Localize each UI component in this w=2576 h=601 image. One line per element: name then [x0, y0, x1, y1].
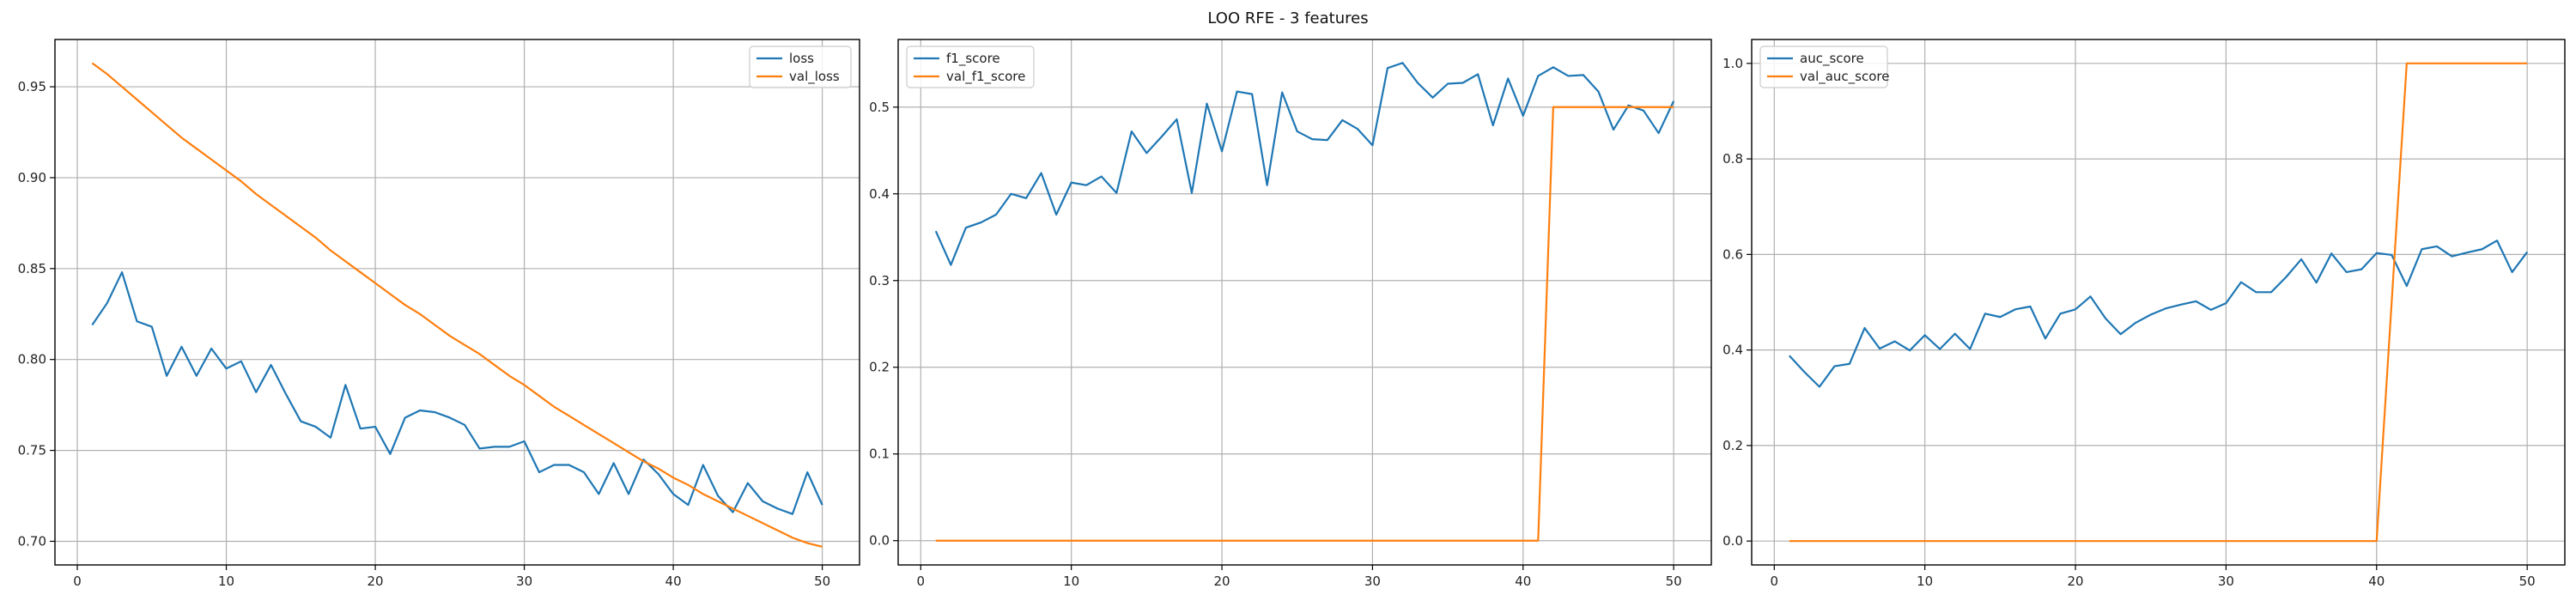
- y-tick-label: 0.70: [18, 533, 46, 549]
- y-tick-label: 0.1: [869, 446, 890, 462]
- y-tick-label: 0.0: [869, 533, 890, 549]
- series-line-val_auc_score: [1789, 62, 2528, 543]
- series-line-loss: [91, 270, 823, 515]
- y-tick-label: 1.0: [1722, 56, 1743, 71]
- x-tick-label: 0: [73, 574, 82, 589]
- legend-label: auc_score: [1800, 51, 1864, 67]
- x-tick-label: 40: [665, 574, 682, 589]
- legend: f1_score val_f1_score: [906, 46, 1035, 88]
- subplot-3: 0 10 20 30 40 50 0.0 0.2 0.4 0.6 0.8 1.0 auc_scoreva…: [1722, 39, 2566, 589]
- y-tick-label: 0.5: [869, 100, 890, 115]
- legend-label: f1_score: [946, 51, 1000, 67]
- y-tick-label: 0.8: [1722, 151, 1743, 167]
- x-tick-label: 50: [1666, 574, 1682, 589]
- series-line-auc_score: [1789, 240, 2529, 388]
- x-tick-label: 30: [516, 574, 532, 589]
- y-tick-label: 0.4: [869, 186, 890, 202]
- x-tick-label: 10: [1917, 574, 1933, 589]
- x-tick-label: 40: [1515, 574, 1531, 589]
- y-tick-label: 0.75: [18, 443, 46, 458]
- legend-label: val_f1_score: [946, 69, 1025, 85]
- series-line-val_f1_score: [935, 106, 1674, 542]
- x-tick-label: 20: [2067, 574, 2083, 589]
- series-line-val_loss: [91, 62, 823, 548]
- x-tick-label: 30: [2218, 574, 2234, 589]
- series-line-f1_score: [934, 62, 1675, 266]
- legend: auc_score val_auc_score: [1759, 46, 1890, 88]
- x-tick-label: 0: [917, 574, 926, 589]
- legend-label: val_auc_score: [1800, 69, 1890, 85]
- x-tick-label: 30: [1364, 574, 1381, 589]
- y-tick-label: 0.95: [18, 79, 46, 94]
- x-tick-label: 50: [814, 574, 830, 589]
- x-tick-label: 20: [368, 574, 384, 589]
- y-tick-label: 0.90: [18, 170, 46, 185]
- x-tick-label: 10: [1063, 574, 1079, 589]
- subplots: 0 10 20 30 40 500.700.750.800.850.900.95lossv…: [18, 39, 2566, 589]
- axes-frame: [54, 39, 860, 566]
- y-tick-label: 0.85: [18, 261, 46, 276]
- y-tick-label: 0.3: [869, 273, 890, 288]
- legend: loss val_loss: [749, 46, 852, 88]
- x-tick-label: 40: [2368, 574, 2385, 589]
- subplot-1: 0 10 20 30 40 50 0.70 0.75 0.80 0.85 0.90 0.95 loss v…: [18, 39, 860, 589]
- legend-label: val_loss: [789, 69, 840, 85]
- x-tick-label: 50: [2519, 574, 2536, 589]
- figure-title: LOO RFE - 3 features: [1207, 9, 1368, 27]
- axes-frame: [897, 39, 1712, 566]
- legend-label: loss: [789, 51, 814, 66]
- y-tick-label: 0.2: [1722, 438, 1743, 453]
- y-tick-label: 0.4: [1722, 343, 1743, 358]
- y-tick-label: 0.0: [1722, 533, 1743, 549]
- y-tick-label: 0.80: [18, 352, 46, 367]
- y-tick-label: 0.6: [1722, 246, 1743, 262]
- subplot-2: 0 10 20 30 40 50 0.0 0.1 0.2 0.3 0.4 0.5 f1_scoreval…: [869, 39, 1712, 589]
- axes-frame: [1751, 39, 2566, 566]
- x-tick-label: 10: [218, 574, 234, 589]
- x-tick-label: 20: [1213, 574, 1230, 589]
- x-tick-label: 0: [1771, 574, 1779, 589]
- y-tick-label: 0.2: [869, 360, 890, 375]
